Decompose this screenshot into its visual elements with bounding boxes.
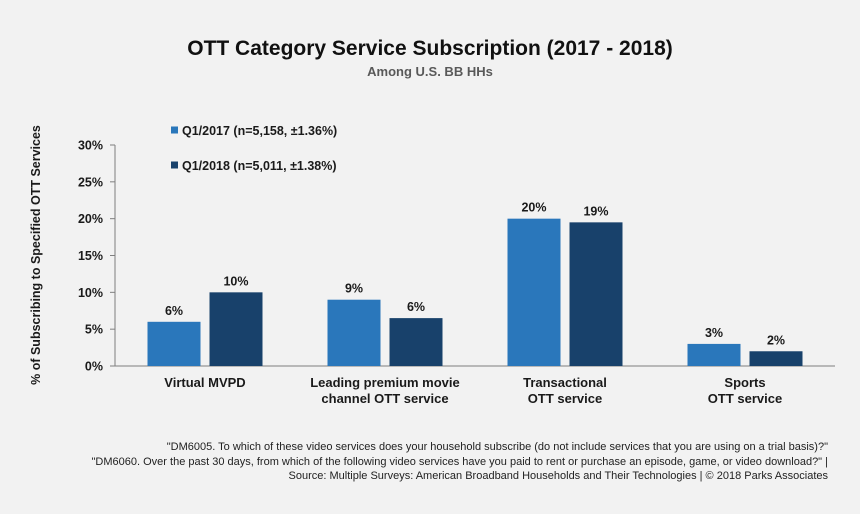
bar [749, 351, 803, 366]
y-axis-label: % of Subscribing to Specified OTT Servic… [29, 125, 43, 385]
x-tick-label: OTT service [528, 391, 602, 406]
y-tick-label: 0% [85, 360, 103, 374]
footnote-dm6060: "DM6060. Over the past 30 days, from whi… [91, 455, 828, 468]
y-tick-label: 15% [78, 249, 103, 263]
data-label: 20% [521, 201, 546, 215]
y-tick-label: 20% [78, 212, 103, 226]
y-tick-label: 30% [78, 139, 103, 153]
data-label: 19% [583, 204, 608, 218]
bar [389, 318, 443, 366]
x-tick-label: Transactional [523, 375, 607, 390]
bar [209, 292, 263, 366]
legend-label: Q1/2017 (n=5,158, ±1.36%) [182, 124, 337, 138]
chart-subtitle: Among U.S. BB HHs [367, 64, 493, 79]
y-tick-label: 5% [85, 323, 103, 337]
bar [569, 222, 623, 366]
data-label: 9% [345, 282, 363, 296]
x-tick-label: Sports [724, 375, 765, 390]
footnotes: "DM6005. To which of these video service… [92, 440, 828, 484]
bar [507, 218, 561, 366]
x-tick-label: Leading premium movie [310, 375, 460, 390]
bar [687, 343, 741, 366]
chart-title: OTT Category Service Subscription (2017 … [187, 37, 673, 60]
x-tick-label: channel OTT service [321, 391, 448, 406]
data-label: 10% [223, 274, 248, 288]
footnote-dm6005: "DM6005. To which of these video service… [166, 441, 828, 453]
data-label: 3% [705, 326, 723, 340]
data-label: 2% [767, 333, 785, 347]
bar [147, 321, 201, 366]
legend-label: Q1/2018 (n=5,011, ±1.38%) [182, 159, 337, 173]
x-tick-label: Virtual MVPD [164, 375, 245, 390]
footnote-source: Source: Multiple Surveys: American Broad… [288, 470, 828, 482]
data-label: 6% [165, 304, 183, 318]
legend-swatch [171, 161, 178, 169]
y-tick-label: 10% [78, 286, 103, 300]
y-tick-label: 25% [78, 175, 103, 189]
legend-swatch [171, 126, 178, 134]
data-label: 6% [407, 300, 425, 314]
bar [327, 299, 381, 366]
x-tick-label: OTT service [708, 391, 782, 406]
